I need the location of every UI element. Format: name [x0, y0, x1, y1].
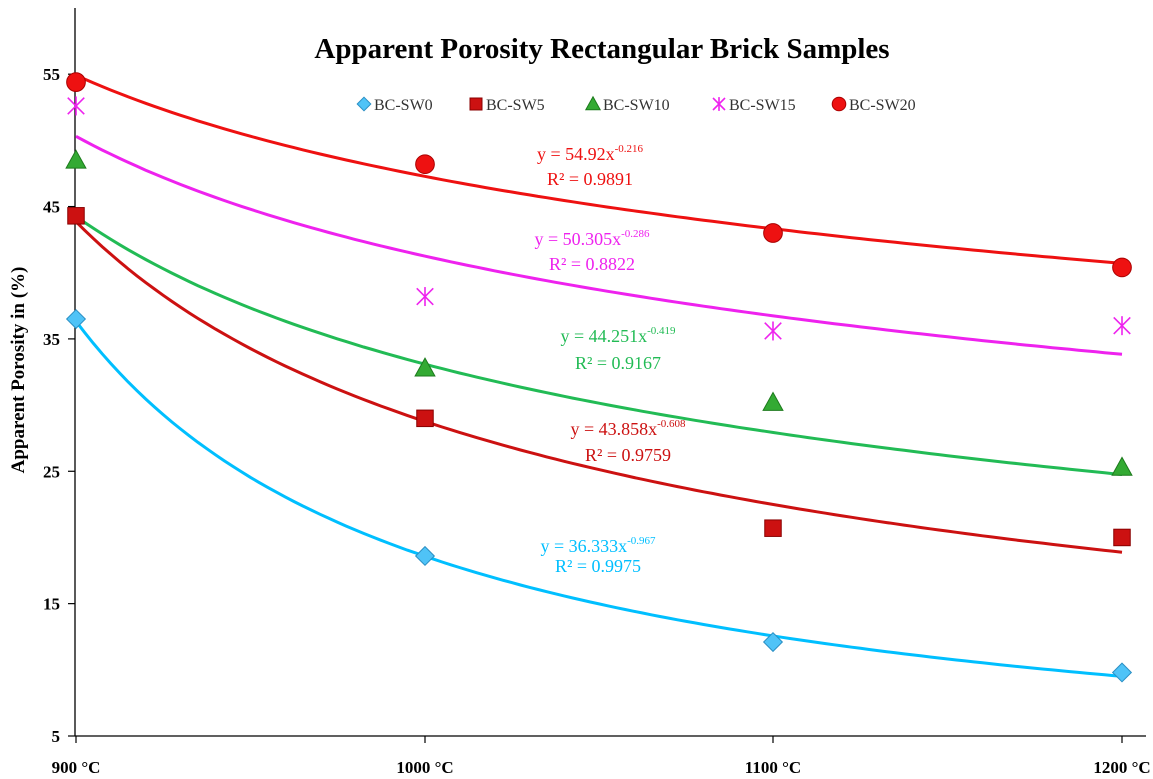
- y-tick-label: 25: [43, 462, 60, 481]
- data-point-bc-sw15: [67, 96, 85, 116]
- x-tick-label: 900 °C: [52, 758, 101, 777]
- data-point-bc-sw0: [65, 308, 87, 330]
- data-markers: [65, 72, 1133, 683]
- data-point-bc-sw10: [1111, 456, 1133, 476]
- y-tick-label: 55: [43, 65, 60, 84]
- chart-title: Apparent Porosity Rectangular Brick Samp…: [314, 33, 889, 65]
- legend-marker-bc-sw15: [712, 97, 726, 111]
- trendlines: [74, 73, 1123, 678]
- equation-exponent: -0.286: [621, 228, 650, 240]
- data-point-bc-sw20: [415, 154, 435, 175]
- x-axis-ticks: 900 °C 1000 °C 1100 °C 1200 °C: [52, 736, 1151, 777]
- y-tick-label: 15: [43, 595, 60, 614]
- equation-exponent: -0.419: [647, 325, 676, 337]
- trendline-bc-sw20: [75, 73, 1123, 265]
- equation-main: y = 54.92x: [537, 144, 615, 164]
- data-point-bc-sw20: [763, 223, 783, 243]
- legend-label: BC-SW10: [603, 97, 670, 114]
- equation-exponent: -0.608: [657, 418, 686, 430]
- legend-label: BC-SW0: [374, 97, 433, 114]
- data-point-bc-sw5: [416, 409, 434, 428]
- data-point-bc-sw0: [1111, 662, 1133, 683]
- data-point-bc-sw5: [67, 207, 85, 225]
- legend-marker-bc-sw0: [356, 96, 372, 112]
- y-axis-ticks: 5 15 25 35 45 55: [43, 65, 75, 746]
- data-point-bc-sw20: [1112, 257, 1132, 278]
- x-tick-label: 1200 °C: [1093, 758, 1150, 777]
- trendline-equation: y = 54.92x-0.216: [537, 143, 644, 164]
- data-point-bc-sw5: [764, 519, 782, 537]
- legend-marker-bc-sw5: [469, 97, 483, 111]
- legend-label: BC-SW5: [486, 97, 545, 114]
- data-point-bc-sw20: [66, 72, 86, 92]
- legend-marker-bc-sw20: [831, 96, 847, 112]
- equation-exponent: -0.216: [615, 143, 644, 155]
- equation-exponent: -0.967: [627, 535, 656, 547]
- legend-label: BC-SW15: [729, 97, 796, 114]
- y-axis-label: Apparent Porosity in (%): [8, 267, 29, 474]
- trendline-equation: y = 50.305x-0.286: [534, 228, 650, 249]
- y-tick-label: 45: [43, 198, 60, 217]
- trendline-bc-sw15: [75, 134, 1123, 356]
- data-point-bc-sw10: [65, 149, 87, 169]
- trendline-r2: R² = 0.9759: [585, 445, 671, 465]
- data-point-bc-sw10: [414, 357, 436, 377]
- x-tick-label: 1000 °C: [396, 758, 453, 777]
- equation-main: y = 36.333x: [540, 536, 627, 556]
- equation-main: y = 50.305x: [534, 229, 621, 249]
- trendline-equation: y = 44.251x-0.419: [560, 325, 676, 346]
- data-point-bc-sw15: [1113, 316, 1131, 336]
- legend-label: BC-SW20: [849, 97, 916, 114]
- equation-main: y = 44.251x: [560, 326, 647, 346]
- trendline-equation: y = 36.333x-0.967: [540, 535, 656, 556]
- data-point-bc-sw15: [764, 321, 782, 341]
- data-point-bc-sw0: [414, 545, 436, 567]
- trendline-r2: R² = 0.9891: [547, 169, 633, 189]
- trendline-r2: R² = 0.9975: [555, 556, 641, 576]
- trendline-bc-sw0: [74, 320, 1123, 678]
- data-point-bc-sw15: [416, 287, 434, 307]
- data-point-bc-sw5: [1113, 528, 1131, 547]
- trendline-r2: R² = 0.9167: [575, 353, 661, 373]
- y-tick-label: 5: [52, 727, 61, 746]
- data-point-bc-sw10: [762, 391, 784, 411]
- trendline-r2: R² = 0.8822: [549, 254, 635, 274]
- data-point-bc-sw0: [762, 631, 784, 653]
- trendline-bc-sw5: [74, 220, 1123, 554]
- trendline-bc-sw10: [75, 215, 1123, 476]
- legend: BC-SW0 BC-SW5 BC-SW10 BC-SW15 BC-SW20: [356, 95, 916, 114]
- x-tick-label: 1100 °C: [745, 758, 801, 777]
- trendline-equation: y = 43.858x-0.608: [570, 418, 686, 439]
- equation-main: y = 43.858x: [570, 419, 657, 439]
- legend-marker-bc-sw10: [584, 95, 602, 111]
- y-tick-label: 35: [43, 330, 60, 349]
